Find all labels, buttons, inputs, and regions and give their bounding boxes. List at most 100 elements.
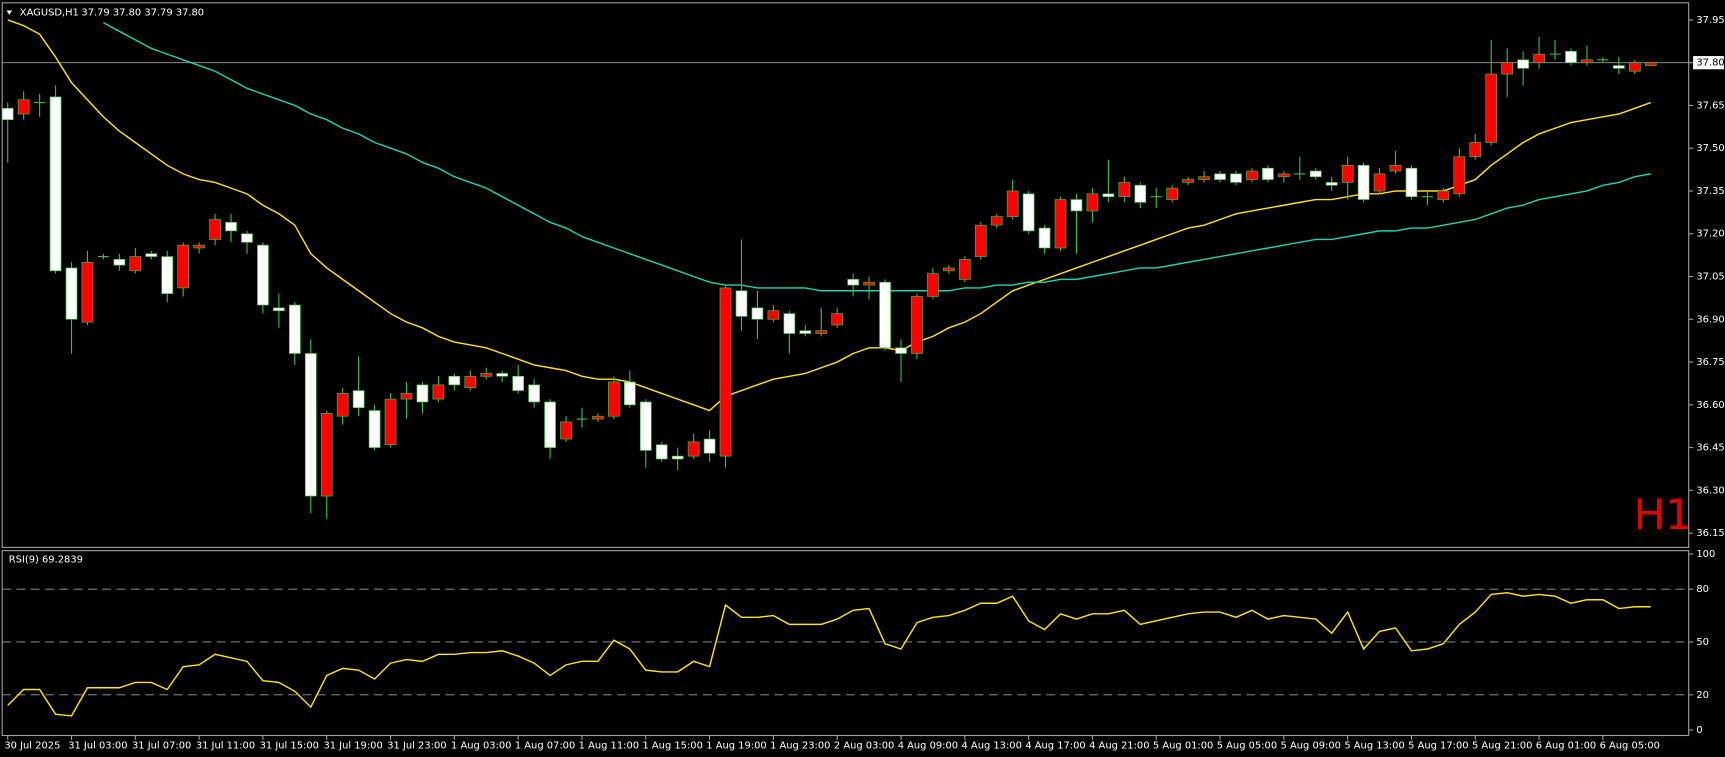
x-tick-label: 1 Aug 15:00 (642, 740, 702, 751)
candle-body (639, 401, 652, 451)
y-tick-label: 37.35 (1696, 186, 1724, 197)
x-tick-label: 1 Aug 07:00 (515, 740, 575, 751)
moving-average (7, 19, 1651, 412)
x-tick-label: 1 Aug 11:00 (579, 740, 639, 751)
y-tick-label: 0 (1696, 725, 1702, 736)
x-tick-label: 5 Aug 17:00 (1408, 740, 1468, 751)
y-tick-label: 36.30 (1696, 485, 1724, 496)
x-tick-label: 5 Aug 01:00 (1153, 740, 1213, 751)
moving-average (103, 22, 1651, 292)
candle-body (703, 438, 716, 454)
y-tick-label: 37.80 (1696, 58, 1724, 69)
candle-body (1628, 62, 1641, 72)
y-tick-label: 100 (1696, 549, 1715, 560)
candle-body (161, 256, 174, 294)
candle-body (480, 373, 493, 377)
x-tick-label: 31 Jul 07:00 (132, 740, 191, 751)
y-tick-label: 80 (1696, 584, 1709, 595)
candle-body (1246, 170, 1258, 180)
candle-body (592, 415, 604, 420)
candle-body (336, 393, 349, 417)
candle-body (751, 307, 764, 320)
candle-body (257, 244, 269, 306)
candle-body (65, 267, 78, 320)
candle-body (879, 281, 891, 349)
candle-body (1278, 173, 1290, 178)
candle-body (129, 256, 142, 272)
candle-body (847, 279, 859, 286)
y-tick-label: 37.65 (1696, 100, 1724, 111)
x-tick-label: 4 Aug 17:00 (1025, 740, 1085, 751)
candle-body (528, 384, 540, 403)
y-tick-label: 36.45 (1696, 443, 1724, 454)
candle-body (1070, 199, 1083, 212)
x-tick-label: 4 Aug 21:00 (1089, 740, 1149, 751)
x-tick-label: 2 Aug 03:00 (834, 740, 894, 751)
candle-body (815, 330, 828, 334)
candle-body (1038, 227, 1051, 249)
candle-body (831, 313, 844, 326)
candle-body (241, 233, 253, 243)
candle-body (17, 99, 30, 115)
candle-body (990, 216, 1003, 226)
candle-body (1533, 53, 1545, 64)
candle-body (719, 287, 732, 457)
candle-body (943, 267, 955, 272)
candle-body (974, 224, 987, 257)
candle-body (1054, 199, 1067, 249)
candle-body (1325, 182, 1338, 186)
candle-body (320, 413, 333, 497)
timeframe-label: H1 (1634, 490, 1692, 539)
candle-body (1437, 190, 1450, 200)
x-tick-label: 31 Jul 03:00 (68, 740, 127, 751)
candle-body (783, 313, 796, 334)
y-tick-label: 37.50 (1696, 143, 1724, 154)
candle-body (1134, 184, 1147, 203)
candle-body (911, 296, 923, 354)
candle-body (1309, 170, 1322, 178)
x-tick-label: 31 Jul 11:00 (196, 740, 255, 751)
candle-body (655, 444, 668, 460)
candle-body (1230, 173, 1242, 183)
candle-body (1022, 193, 1035, 232)
y-tick-label: 37.05 (1696, 272, 1724, 283)
candle-body (273, 307, 285, 312)
rsi-line (7, 591, 1651, 717)
candle-body (767, 310, 780, 320)
candle-body (1182, 179, 1194, 183)
candle-body (416, 384, 429, 403)
candle-body (1581, 59, 1593, 64)
y-tick-label: 50 (1696, 637, 1709, 648)
y-tick-label: 36.60 (1696, 400, 1724, 411)
candle-body (895, 347, 907, 354)
candle-body (1389, 164, 1402, 172)
candle-body (512, 375, 524, 391)
candle-body (225, 222, 237, 232)
x-tick-label: 4 Aug 09:00 (898, 740, 958, 751)
candle-body (193, 244, 205, 249)
y-tick-label: 37.95 (1696, 15, 1724, 26)
x-tick-label: 6 Aug 05:00 (1600, 740, 1660, 751)
candle-body (1198, 176, 1210, 180)
candle-body (1166, 187, 1179, 200)
candle-body (400, 393, 413, 400)
candle-body (1517, 59, 1529, 69)
candle-body (1102, 193, 1115, 198)
candle-body (2, 107, 14, 121)
y-tick-label: 20 (1696, 690, 1709, 701)
axes: 37.95 37.80 37.65 37.50 37.35 37.20 37.05 36.90… (4, 15, 1724, 751)
candle-body (1006, 190, 1019, 217)
rsi-panel (1, 550, 1690, 737)
candle-body (623, 381, 636, 406)
main-panel (1, 2, 1690, 548)
collapse-icon[interactable] (6, 10, 13, 15)
x-tick-label: 5 Aug 09:00 (1281, 740, 1341, 751)
candle-body (927, 273, 939, 297)
candle-body (687, 441, 700, 457)
candle-body (464, 375, 477, 389)
candle-body (448, 375, 461, 386)
candle-body (1501, 62, 1514, 75)
